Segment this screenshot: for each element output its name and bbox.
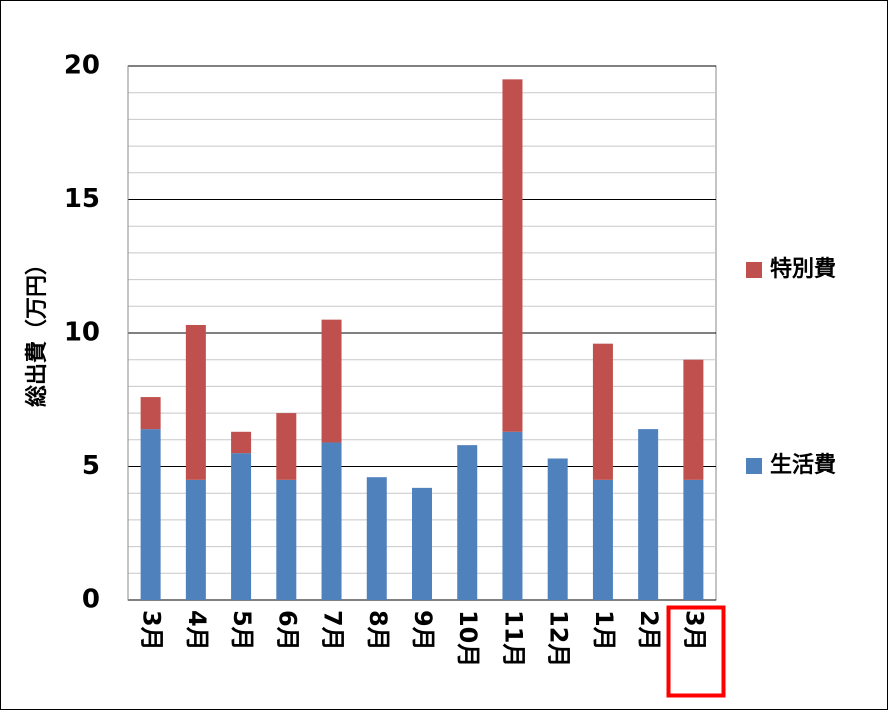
- bar-segment: [592, 343, 613, 480]
- legend-label: 生活費: [770, 453, 836, 478]
- y-tick-label: 0: [82, 585, 100, 615]
- bar-segment: [412, 487, 432, 600]
- bar-segment: [683, 479, 704, 600]
- y-tick-label: 15: [64, 184, 100, 214]
- y-tick-label: 10: [64, 318, 100, 348]
- bar-segment: [185, 324, 206, 480]
- bar-segment: [502, 431, 523, 600]
- x-tick-label: 7月: [319, 610, 347, 651]
- legend-label: 特別費: [770, 256, 836, 282]
- bar-segment: [321, 442, 342, 600]
- x-tick-label: 9月: [409, 610, 437, 651]
- x-tick-label: 8月: [364, 610, 392, 651]
- x-tick-label: 6月: [273, 610, 301, 651]
- bar-segment: [140, 397, 161, 430]
- y-axis-title: 総出費（万円）: [24, 253, 50, 407]
- x-tick-label: 12月: [545, 610, 573, 667]
- x-tick-label: 2月: [635, 610, 663, 651]
- bar-segment: [366, 477, 387, 600]
- legend-swatch: [746, 458, 762, 474]
- y-tick-label: 5: [82, 451, 100, 481]
- x-tick-label: 1月: [590, 610, 618, 651]
- x-tick-label: 5月: [228, 610, 256, 651]
- bar-segment: [547, 458, 568, 600]
- x-tick-label: 3月: [138, 610, 166, 651]
- bar-segment: [231, 453, 252, 600]
- bar-segment: [185, 479, 206, 600]
- bar-segment: [638, 429, 659, 600]
- bar-segment: [140, 429, 161, 600]
- x-tick-label: 3月: [680, 610, 708, 651]
- bar-segment: [683, 359, 704, 480]
- bar-segment: [321, 319, 342, 443]
- highlight-box: [666, 605, 726, 698]
- bar-segment: [231, 431, 252, 454]
- bar-segment: [502, 79, 523, 432]
- bar-segment: [276, 479, 297, 600]
- x-tick-label: 10月: [454, 610, 482, 667]
- y-tick-label: 20: [64, 51, 100, 81]
- x-tick-label: 11月: [499, 610, 527, 667]
- bar-segment: [457, 445, 478, 600]
- bar-segment: [592, 479, 613, 600]
- bar-segment: [276, 413, 297, 480]
- legend-swatch: [746, 262, 762, 278]
- x-tick-label: 4月: [183, 610, 211, 651]
